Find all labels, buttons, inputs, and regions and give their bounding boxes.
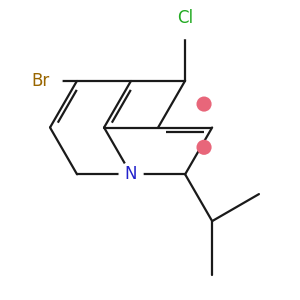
Circle shape — [38, 69, 62, 93]
Circle shape — [196, 140, 211, 155]
Text: Br: Br — [32, 72, 50, 90]
Text: N: N — [125, 165, 137, 183]
Circle shape — [173, 15, 197, 39]
Text: Cl: Cl — [177, 9, 193, 27]
Circle shape — [119, 162, 143, 186]
Circle shape — [196, 97, 211, 112]
